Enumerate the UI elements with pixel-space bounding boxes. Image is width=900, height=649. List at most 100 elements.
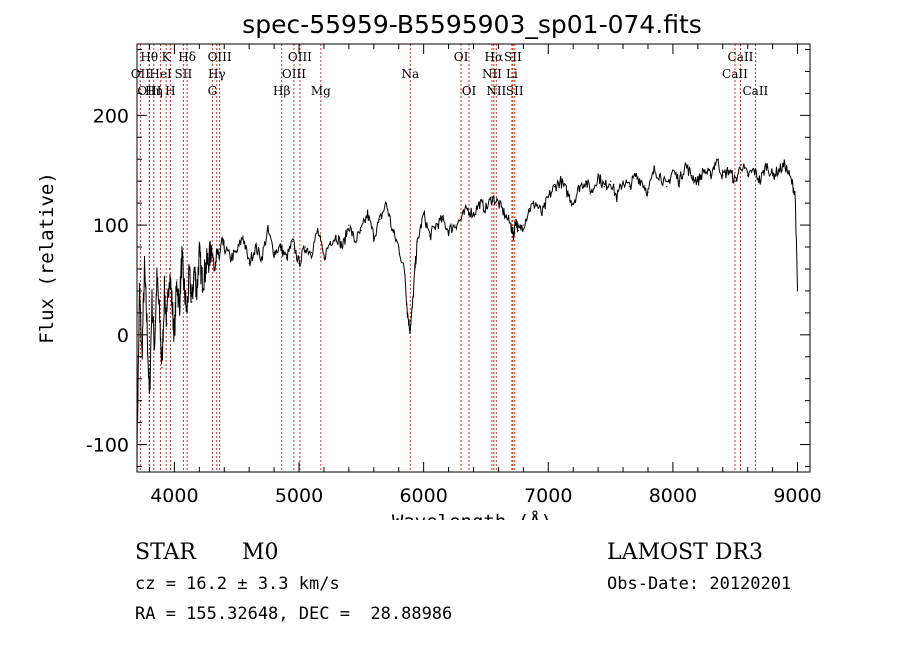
spectrum-point	[398, 246, 400, 248]
spectrum-point	[429, 235, 431, 237]
spectrum-point	[572, 202, 574, 204]
spectrum-point	[522, 224, 524, 226]
spectrum-point	[360, 229, 362, 232]
spectrum-point	[697, 180, 699, 182]
line-label: Li	[506, 67, 518, 81]
spectrum-point	[747, 175, 749, 177]
spectrum-point	[166, 323, 168, 325]
x-axis-label: Wavelength (Å)	[392, 510, 552, 520]
spectrum-point	[753, 169, 755, 171]
spectrum-point	[168, 268, 171, 270]
spectrum-point	[201, 279, 203, 281]
y-tick-label: 100	[93, 215, 129, 237]
x-tick-label: 6000	[399, 485, 447, 507]
spectrum-point	[460, 218, 462, 221]
spectrum-point	[609, 180, 612, 182]
spectrum-point	[603, 186, 605, 188]
spectrum-point	[223, 246, 225, 248]
spectrum-point	[472, 213, 475, 215]
line-label: OII	[131, 67, 151, 81]
spectrum-point	[491, 197, 493, 199]
redshift-cz: cz = 16.2 ± 3.3 km/s	[135, 574, 340, 594]
x-tick-label: 4000	[150, 485, 198, 507]
spectrum-point	[435, 224, 437, 226]
spectrum-point	[634, 175, 637, 177]
spectrum-point	[143, 268, 146, 270]
line-label: Hα	[485, 50, 504, 64]
spectrum-point	[379, 218, 381, 221]
spectrum-point	[261, 257, 263, 259]
spectrum-point	[229, 257, 232, 259]
line-label: Mg	[311, 84, 331, 98]
tick-layer: 4000 5000 6000 7000 8000 9000 -100 0 100 200	[86, 44, 822, 507]
spectrum-point	[441, 218, 443, 221]
spectrum-point	[709, 175, 711, 177]
spectrum-point	[292, 240, 294, 243]
spectrum-point	[578, 186, 581, 188]
spectrum-point	[373, 235, 375, 237]
spectrum-point	[198, 251, 200, 254]
line-label: Na	[401, 67, 419, 81]
spectrum-layer	[136, 158, 799, 471]
spectrum-point	[236, 251, 238, 254]
spectrum-point	[560, 180, 562, 182]
spectrum-point	[206, 262, 208, 265]
spectrum-point	[740, 164, 743, 166]
spectrum-point	[790, 180, 792, 182]
spectrum-point	[254, 246, 256, 248]
spectrum-point	[304, 246, 306, 248]
spectrum-point	[510, 224, 512, 226]
line-label: G	[208, 84, 218, 98]
spectrum-point	[678, 180, 680, 182]
line-marker-layer	[139, 44, 756, 472]
line-label: Hδ	[178, 50, 196, 64]
coordinates: RA = 155.32648, DEC = 28.88986	[135, 604, 453, 624]
spectrum-point	[248, 262, 250, 265]
spectrum-point	[684, 164, 686, 166]
spectrum-point	[734, 180, 736, 182]
spectrum-point	[535, 202, 537, 204]
spectrum-point	[647, 191, 649, 193]
spectrum-point	[666, 186, 668, 188]
line-label: OIII	[137, 84, 161, 98]
spectrum-point	[423, 213, 425, 215]
spectrum-point	[765, 164, 767, 166]
y-tick-label: 200	[93, 105, 129, 127]
spectrum-point	[191, 301, 193, 303]
line-label: Hβ	[273, 84, 290, 98]
spectrum-point	[323, 257, 325, 259]
line-label: NII	[482, 67, 502, 81]
spectrum-point	[416, 240, 419, 243]
spectrum-point	[335, 235, 338, 237]
spectrum-point	[171, 301, 173, 303]
line-label: OI	[462, 84, 477, 98]
spectrum-point	[411, 306, 414, 308]
spectrum-point	[585, 180, 587, 182]
spectrum-point	[221, 240, 223, 243]
spectrum-point	[354, 240, 356, 243]
spectrum-point	[329, 240, 331, 243]
line-label: HeI	[149, 67, 172, 81]
spectrum-point	[454, 224, 456, 226]
spectrum-point	[715, 158, 718, 160]
subclass: M0	[242, 540, 279, 565]
spectrum-line	[136, 158, 798, 471]
line-label: OIII	[288, 50, 312, 64]
spectrum-point	[616, 197, 618, 199]
spectrum-point	[406, 312, 409, 314]
observation-date: Obs-Date: 20120201	[607, 574, 792, 594]
spectrum-point	[447, 229, 450, 232]
x-tick-label: 7000	[524, 485, 572, 507]
line-label: OI	[454, 50, 469, 64]
spectrum-point	[183, 290, 185, 292]
spectrum-point	[196, 290, 198, 292]
spectrum-point	[208, 257, 210, 259]
line-label: CaII	[722, 67, 748, 81]
y-tick-label: -100	[86, 435, 129, 457]
spectrum-point	[267, 229, 269, 232]
spectrum-point	[173, 334, 175, 336]
spectrum-point	[216, 251, 218, 254]
spectrum-point	[409, 328, 411, 330]
spectrum-point	[504, 213, 506, 215]
x-tick-label: 8000	[649, 485, 697, 507]
